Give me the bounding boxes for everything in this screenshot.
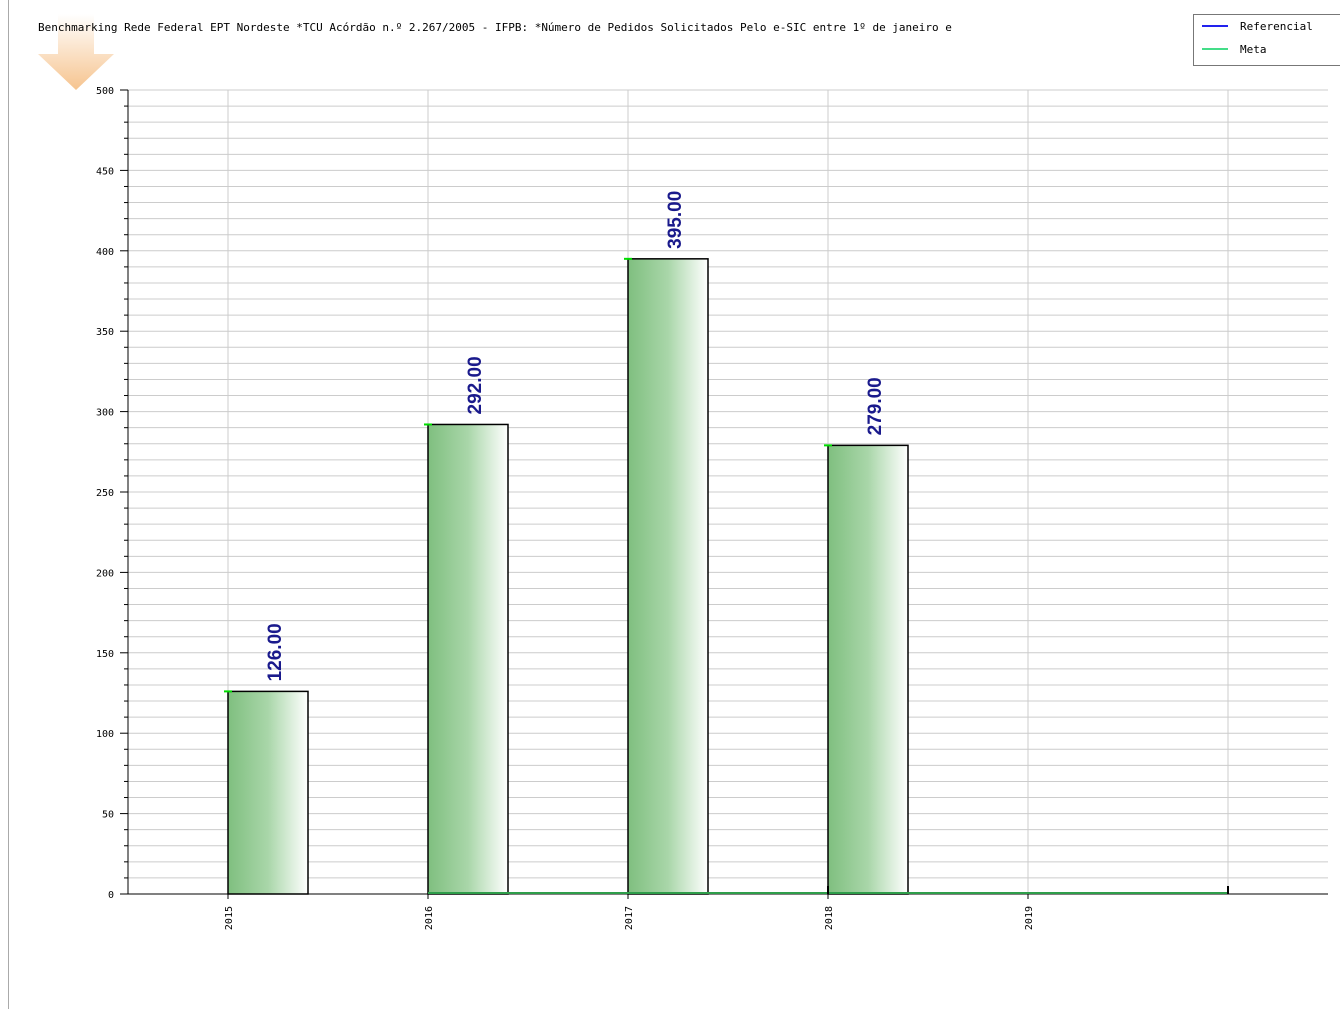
bar-2015	[227, 690, 309, 895]
x-tick-label: 2017	[624, 906, 635, 930]
legend-item-meta: Meta	[1202, 42, 1267, 56]
x-tick-label: 2015	[224, 906, 235, 930]
y-tick-label: 250	[96, 488, 114, 499]
y-tick-label: 150	[96, 649, 114, 660]
y-tick-label: 0	[108, 890, 114, 901]
chart-title: Benchmarking Rede Federal EPT Nordeste *…	[38, 21, 952, 34]
down-arrow-icon	[38, 14, 114, 90]
legend: Referencial Meta	[1193, 14, 1340, 66]
y-tick-label: 100	[96, 729, 114, 740]
meta-swatch-icon	[1202, 48, 1228, 50]
value-label-2016: 292.00	[465, 356, 486, 414]
value-label-2015: 126.00	[265, 623, 286, 681]
value-label-2017: 395.00	[665, 191, 686, 249]
frame-border	[8, 0, 9, 1009]
x-tick-label: 2016	[424, 906, 435, 930]
bar-2016	[427, 423, 509, 895]
x-tick-label: 2018	[824, 906, 835, 930]
x-tick-label: 2019	[1024, 906, 1035, 930]
y-tick-label: 500	[96, 86, 114, 97]
y-tick-label: 350	[96, 327, 114, 338]
bar-2017	[627, 258, 709, 895]
y-tick-label: 50	[102, 810, 114, 821]
y-tick-label: 300	[96, 408, 114, 419]
y-tick-label: 200	[96, 568, 114, 579]
value-label-2018: 279.00	[865, 377, 886, 435]
bar-2018	[827, 444, 909, 895]
legend-item-referencial: Referencial	[1202, 19, 1313, 33]
legend-label-referencial: Referencial	[1240, 19, 1313, 33]
y-tick-label: 450	[96, 166, 114, 177]
referencial-swatch-icon	[1202, 25, 1228, 27]
legend-label-meta: Meta	[1240, 42, 1267, 56]
y-tick-label: 400	[96, 247, 114, 258]
